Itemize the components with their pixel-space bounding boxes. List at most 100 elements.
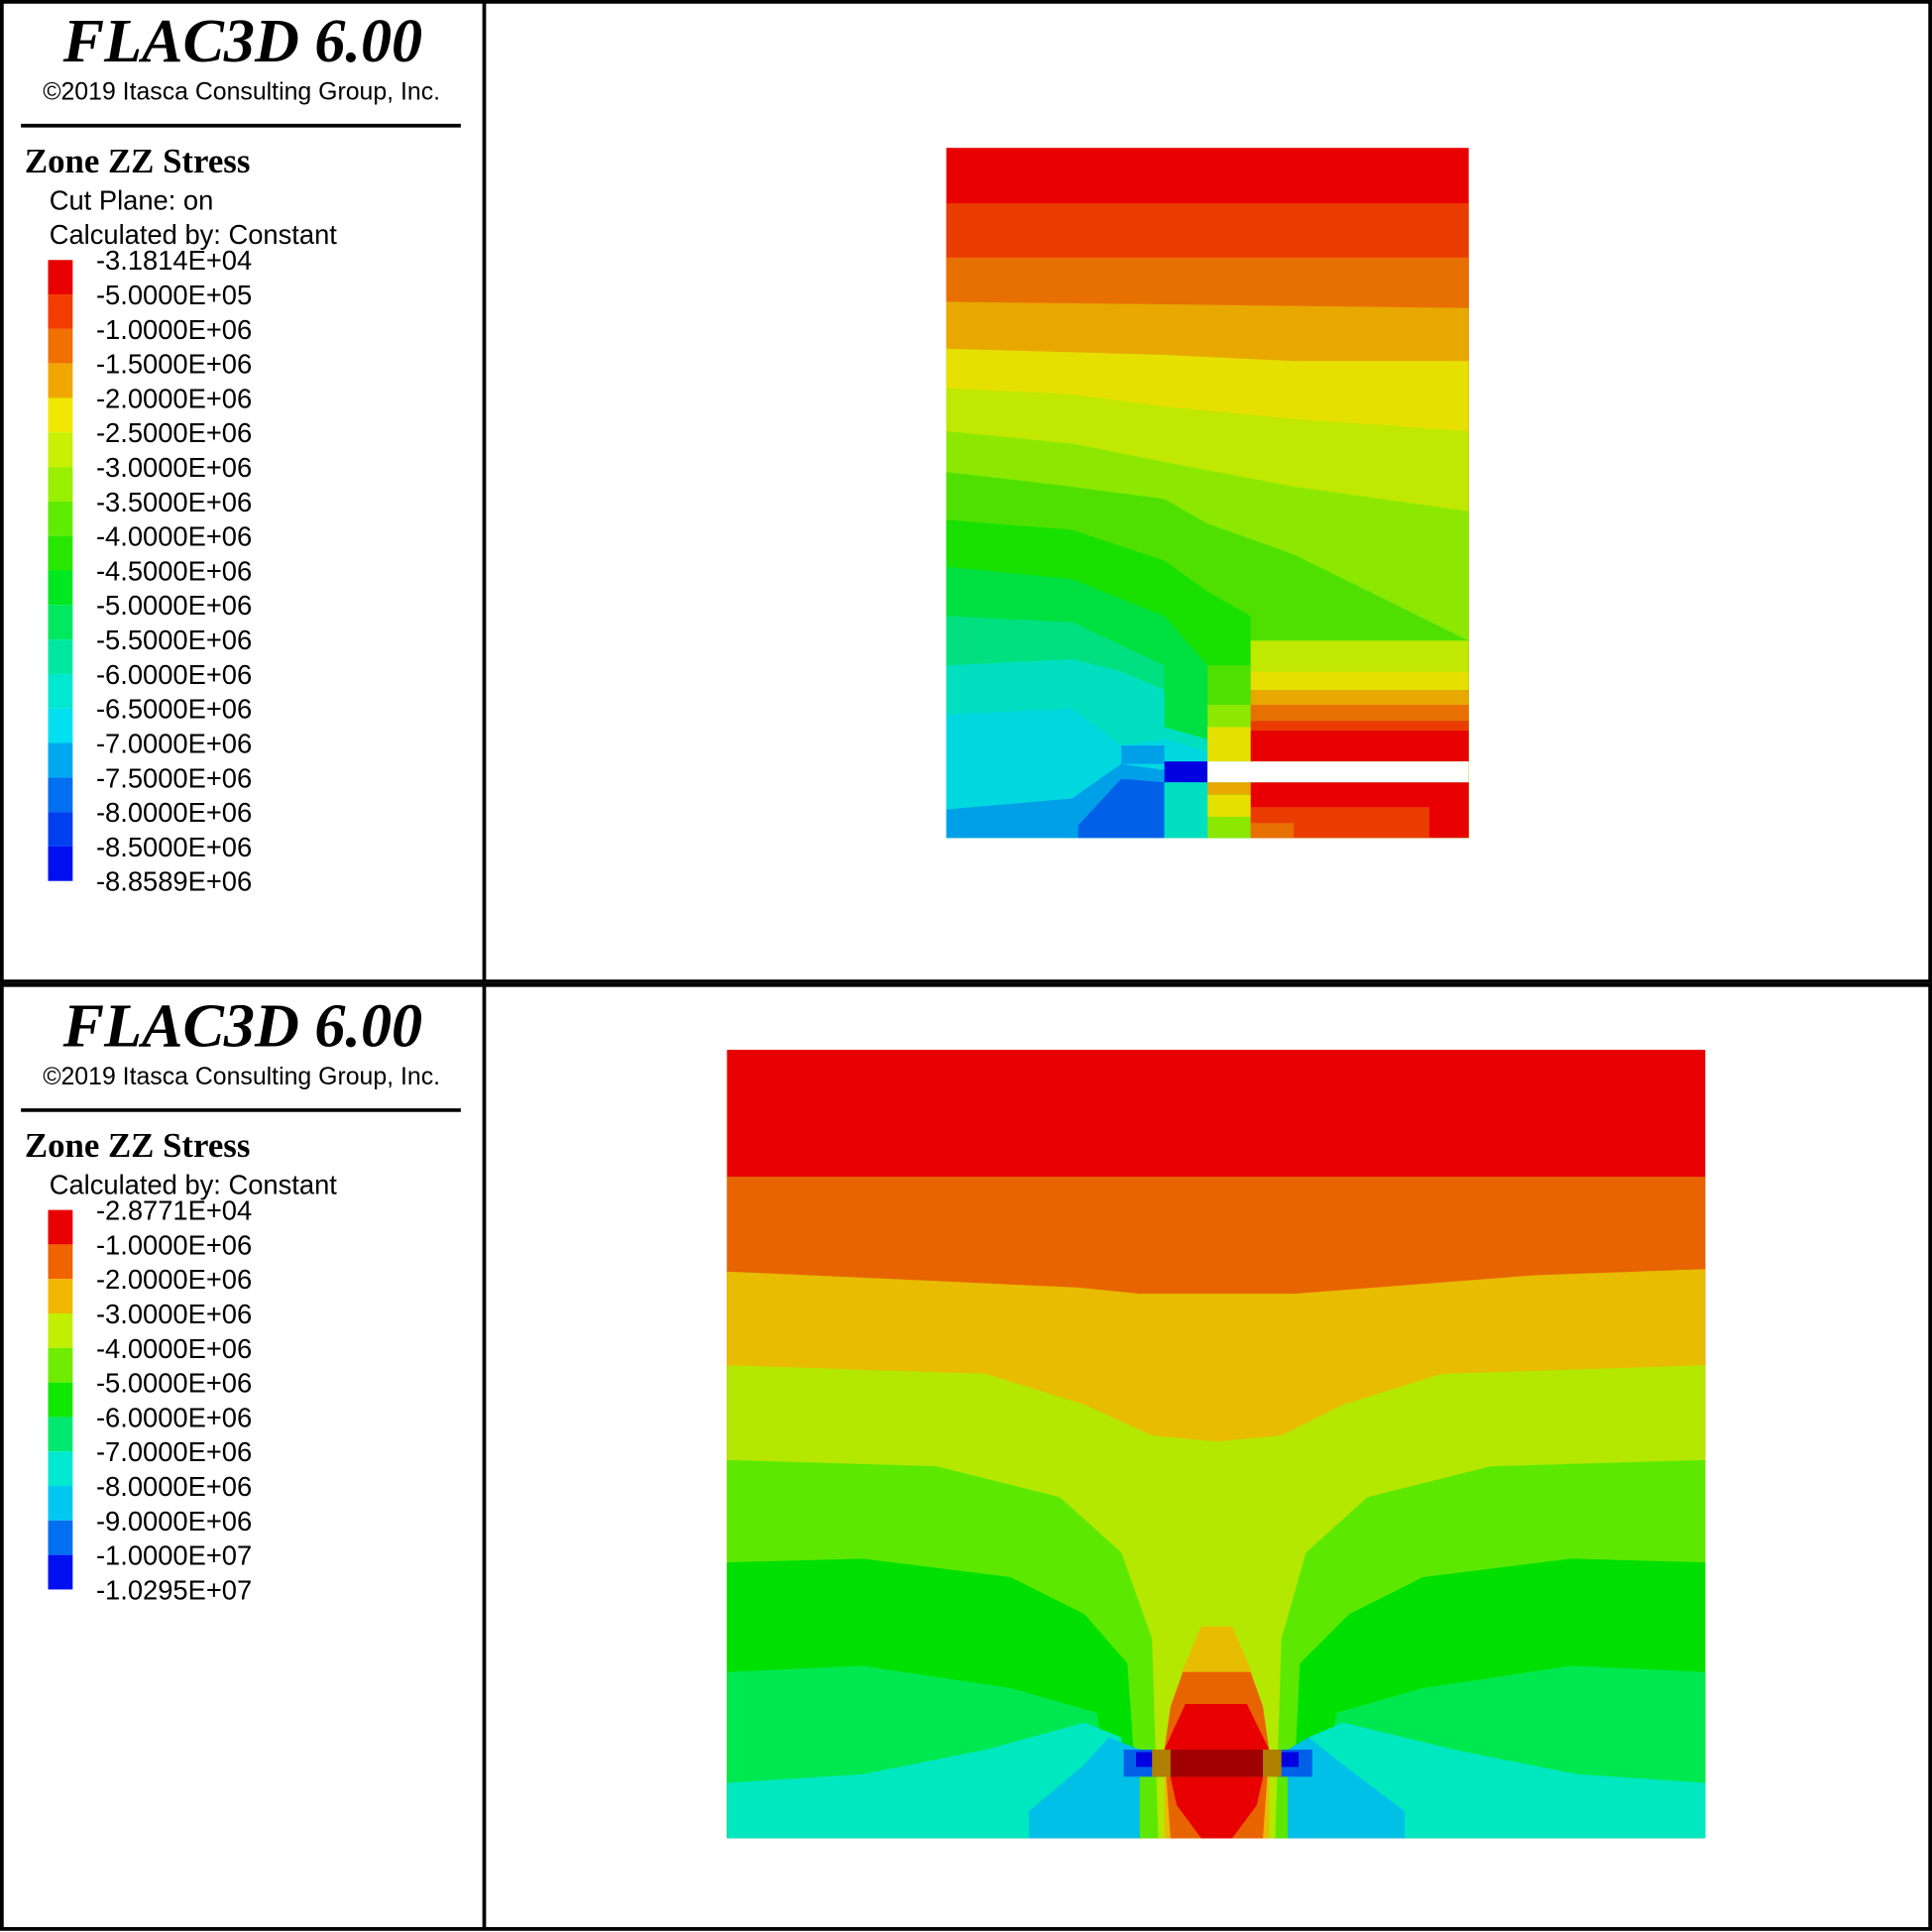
legend-label: -3.0000E+06	[96, 1299, 252, 1329]
legend-label: -9.0000E+06	[96, 1506, 252, 1536]
contour-band	[1028, 1737, 1140, 1839]
legend-label: -2.5000E+06	[96, 417, 252, 448]
legend-label: -3.0000E+06	[96, 452, 252, 483]
legend-label: -5.5000E+06	[96, 625, 252, 655]
legend-label: -6.0000E+06	[96, 659, 252, 690]
legend-panel: FLAC3D 6.00 ©2019 Itasca Consulting Group…	[21, 8, 461, 897]
legend-label: -1.0000E+06	[96, 1229, 252, 1260]
legend-swatch	[48, 363, 73, 398]
legend-swatch	[48, 639, 73, 674]
panel-frame	[0, 0, 1932, 983]
legend-swatch	[48, 535, 73, 571]
contour-band	[1121, 745, 1165, 764]
legend-swatch	[48, 673, 73, 709]
legend-label: -4.5000E+06	[96, 555, 252, 586]
legend-swatch	[48, 260, 73, 295]
app-title: FLAC3D 6.00	[62, 8, 422, 75]
legends: FLAC3D 6.00 ©2019 Itasca Consulting Group…	[21, 8, 461, 1605]
contour-band	[1250, 671, 1469, 691]
legend-label: -7.5000E+06	[96, 762, 252, 793]
legend-label: -7.0000E+06	[96, 728, 252, 758]
legend-label: -4.0000E+06	[96, 521, 252, 552]
legend-swatch	[48, 570, 73, 606]
legend-panel: FLAC3D 6.00 ©2019 Itasca Consulting Group…	[21, 992, 461, 1605]
contour-band	[1207, 665, 1251, 705]
contour-band	[1250, 640, 1469, 672]
legend-label: -8.0000E+06	[96, 1471, 252, 1502]
legend-swatch	[48, 1347, 73, 1383]
contour-band	[1250, 823, 1295, 839]
contour-band	[1250, 731, 1469, 762]
copyright: ©2019 Itasca Consulting Group, Inc.	[43, 1064, 440, 1090]
legend-label: -5.0000E+05	[96, 280, 252, 310]
legend-subheading: Calculated by: Constant	[50, 1169, 338, 1199]
legend-label: -8.8589E+06	[96, 866, 252, 897]
contour-band	[1250, 721, 1469, 732]
legend-swatch	[48, 605, 73, 640]
contour-band	[1164, 782, 1208, 839]
legend-label: -1.0000E+06	[96, 314, 252, 345]
contour-band	[1276, 1752, 1300, 1767]
contour-band	[1207, 817, 1251, 839]
legend-label: -1.0295E+07	[96, 1574, 252, 1605]
legend-swatch	[48, 846, 73, 881]
opening	[1207, 761, 1469, 783]
legend-swatch	[48, 1209, 73, 1245]
legend-swatch	[48, 1279, 73, 1314]
legend-label: -4.0000E+06	[96, 1333, 252, 1364]
contour-band	[1207, 794, 1251, 818]
legend-swatch	[48, 1554, 73, 1590]
legend-swatch	[48, 708, 73, 743]
legend-swatch	[48, 398, 73, 433]
legend-swatch	[48, 432, 73, 468]
legend-label: -3.5000E+06	[96, 487, 252, 517]
legend-swatch	[48, 777, 73, 813]
contour-band	[1250, 690, 1469, 705]
legend-label: -5.0000E+06	[96, 1368, 252, 1399]
legend-label: -6.0000E+06	[96, 1402, 252, 1432]
contour-band	[1207, 782, 1251, 795]
legend-label: -6.5000E+06	[96, 694, 252, 725]
legend-swatch	[48, 1417, 73, 1452]
legend-swatch	[48, 742, 73, 778]
app-title: FLAC3D 6.00	[62, 992, 422, 1060]
legend-heading: Zone ZZ Stress	[25, 1126, 251, 1165]
legend-swatch	[48, 1313, 73, 1348]
contour-plot-2	[727, 1050, 1706, 1839]
legend-label: -7.0000E+06	[96, 1436, 252, 1467]
legend-swatch	[48, 467, 73, 502]
contour-band	[1170, 1750, 1264, 1777]
contour-band	[1207, 704, 1251, 728]
legend-label: -5.0000E+06	[96, 590, 252, 621]
contour-band	[727, 1722, 1128, 1839]
legend-label: -2.0000E+06	[96, 1264, 252, 1295]
legend-swatch	[48, 1520, 73, 1555]
legend-subheading: Cut Plane: on	[50, 184, 214, 215]
legend-swatch	[48, 1244, 73, 1280]
legend-heading: Zone ZZ Stress	[25, 142, 251, 180]
legend-swatch	[48, 1486, 73, 1521]
legend-swatch	[48, 501, 73, 536]
copyright: ©2019 Itasca Consulting Group, Inc.	[43, 79, 440, 106]
legend-swatch	[48, 1451, 73, 1487]
legend-label: -8.0000E+06	[96, 797, 252, 828]
contour-band	[1207, 727, 1251, 762]
contour-band	[1164, 761, 1208, 783]
legend-label: -2.0000E+06	[96, 383, 252, 413]
legend-label: -2.8771E+04	[96, 1195, 252, 1226]
legend-subheading: Calculated by: Constant	[50, 219, 338, 250]
contour-band	[1078, 778, 1165, 839]
contour-plot-1	[946, 148, 1469, 839]
contour-band	[1306, 1722, 1706, 1839]
legend-swatch	[48, 812, 73, 847]
contour-band	[1250, 704, 1469, 722]
legend-label: -8.5000E+06	[96, 832, 252, 862]
contour-band	[1287, 1737, 1406, 1839]
legend-label: -3.1814E+04	[96, 245, 252, 276]
legend-swatch	[48, 328, 73, 364]
legend-label: -1.5000E+06	[96, 349, 252, 380]
legend-swatch	[48, 294, 73, 329]
